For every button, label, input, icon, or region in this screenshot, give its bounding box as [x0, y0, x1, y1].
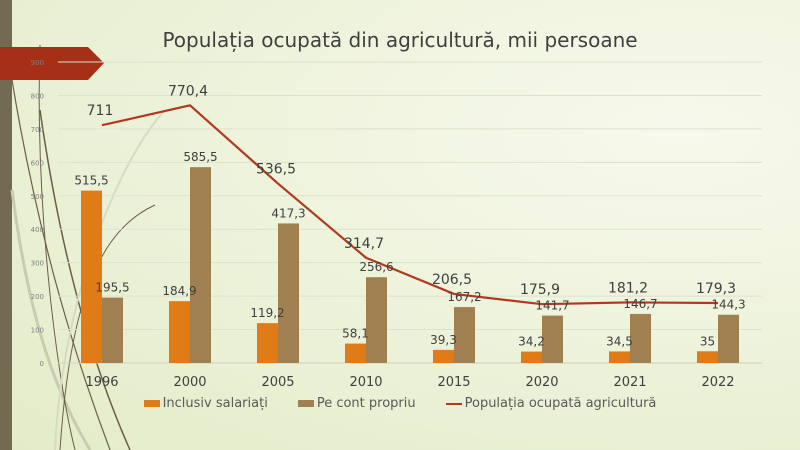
title-banner	[0, 47, 104, 80]
curve-decoration	[10, 189, 92, 450]
x-tick-label: 1996	[85, 375, 118, 390]
data-label: 184,9	[162, 284, 196, 298]
curve-decoration	[11, 79, 111, 450]
data-label: 167,2	[447, 290, 481, 304]
y-tick-label: 700	[31, 126, 44, 134]
series-line	[101, 104, 719, 306]
data-label: 146,7	[623, 297, 657, 311]
legend-item: Populația ocupată agricultură	[445, 396, 657, 411]
data-label: 206,5	[432, 272, 472, 288]
bar	[345, 343, 366, 363]
y-tick-label: 900	[31, 59, 44, 67]
bar	[697, 351, 718, 363]
data-label: 179,3	[696, 281, 736, 297]
legend-swatch	[297, 400, 314, 407]
bar	[169, 301, 190, 363]
x-tick-label: 2021	[613, 375, 646, 390]
data-label: 770,4	[168, 83, 208, 99]
bar	[278, 223, 299, 363]
legend-label: Pe cont propriu	[316, 396, 416, 411]
bar	[81, 190, 102, 363]
legend: Inclusiv salariați Pe cont propriu Popul…	[0, 396, 800, 411]
bar	[718, 314, 739, 363]
data-label: 175,9	[520, 282, 560, 298]
data-label: 58,1	[342, 327, 369, 341]
bar	[609, 351, 630, 363]
bar	[366, 277, 387, 363]
bar	[190, 167, 211, 363]
bar	[454, 307, 475, 363]
left-stripe	[0, 0, 12, 450]
data-label: 141,7	[535, 299, 569, 313]
legend-swatch	[143, 400, 160, 407]
bar	[521, 351, 542, 363]
x-tick-label: 2022	[701, 375, 734, 390]
y-tick-label: 600	[31, 159, 44, 167]
data-label: 314,7	[344, 236, 384, 252]
chart-title: Populația ocupată din agricultură, mii p…	[162, 28, 638, 52]
data-label: 711	[87, 103, 114, 119]
legend-swatch	[445, 402, 462, 405]
x-tick-label: 2005	[261, 375, 294, 390]
bar	[630, 313, 651, 363]
bar	[257, 323, 278, 363]
legend-item: Pe cont propriu	[297, 396, 416, 411]
x-tick-label: 2010	[349, 375, 382, 390]
data-label: 119,2	[250, 306, 284, 320]
data-label: 39,3	[430, 333, 457, 347]
bar	[542, 315, 563, 363]
legend-label: Populația ocupată agricultură	[464, 396, 657, 411]
legend-label: Inclusiv salariați	[162, 396, 268, 411]
x-tick-label: 2000	[173, 375, 206, 390]
bar	[102, 297, 123, 363]
data-label: 585,5	[183, 150, 217, 164]
x-tick-label: 2020	[525, 375, 558, 390]
data-label: 34,2	[518, 335, 545, 349]
y-tick-label: 800	[31, 92, 44, 100]
y-tick-label: 500	[31, 193, 44, 201]
data-label: 195,5	[95, 281, 129, 295]
y-tick-label: 100	[31, 327, 44, 335]
data-label: 417,3	[271, 206, 305, 220]
legend-item: Inclusiv salariați	[143, 396, 268, 411]
x-tick-label: 2015	[437, 375, 470, 390]
curve-decoration	[38, 44, 76, 450]
bar	[433, 349, 454, 363]
y-tick-label: 300	[31, 260, 44, 268]
data-label: 34,5	[606, 334, 633, 348]
data-label: 536,5	[256, 162, 296, 178]
data-label: 35	[700, 334, 715, 348]
y-tick-label: 0	[40, 360, 44, 368]
y-tick-label: 200	[31, 293, 44, 301]
data-label: 256,6	[359, 260, 393, 274]
y-tick-label: 400	[31, 226, 44, 234]
data-label: 181,2	[608, 280, 648, 296]
data-label: 144,3	[711, 298, 745, 312]
data-label: 515,5	[74, 174, 108, 188]
